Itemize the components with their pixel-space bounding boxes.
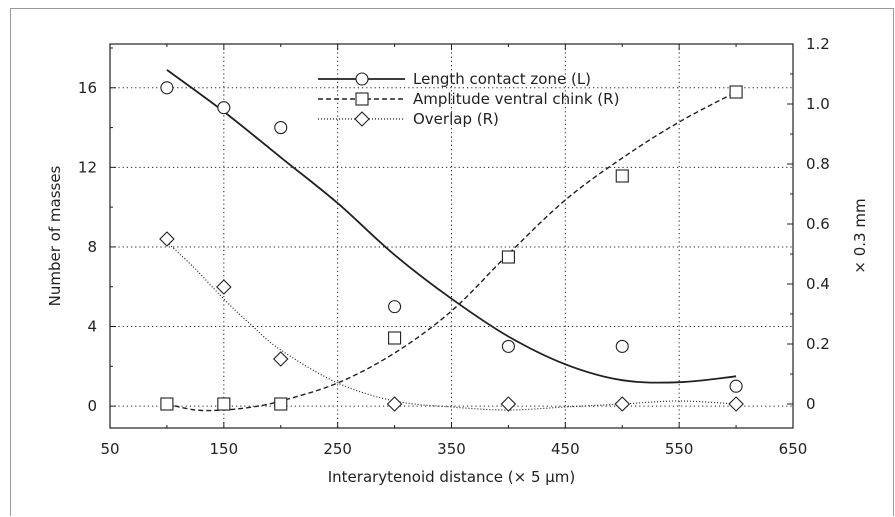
y-left-tick-label: 0 [87, 397, 97, 415]
y-right-tick-label: 1.2 [806, 35, 830, 53]
data-point-diamond [728, 396, 744, 412]
data-point-diamond [159, 231, 175, 247]
x-tick-label: 450 [551, 440, 580, 458]
x-tick-label: 350 [437, 440, 466, 458]
data-point-circle [615, 339, 629, 353]
y-right-tick-label: 0 [806, 395, 816, 413]
x-tick-label: 50 [100, 440, 119, 458]
y-right-tick-label: 0.6 [806, 215, 830, 233]
legend: Length contact zone (L) Amplitude ventral… [318, 70, 619, 128]
data-point-square [160, 397, 174, 411]
ticks [109, 43, 794, 428]
x-tick-label: 550 [665, 440, 694, 458]
tick-labels: 50 150 250 350 450 550 650 0 4 8 12 16 0 0.2 0.4 0.6 0.8… [78, 35, 830, 458]
data-point-square [388, 331, 402, 345]
markers [159, 81, 744, 412]
y-left-tick-label: 16 [78, 79, 97, 97]
legend-entry: Overlap (R) [413, 110, 499, 128]
data-point-diamond [216, 279, 232, 295]
data-point-square [501, 250, 515, 264]
y-left-tick-label: 8 [87, 238, 97, 256]
y-right-tick-label: 0.2 [806, 335, 830, 353]
fit-line-circle [166, 69, 737, 384]
data-point-square [615, 169, 629, 183]
fit-line-square [166, 91, 737, 412]
legend-entry: Amplitude ventral chink (R) [413, 90, 619, 108]
legend-marker-square [355, 92, 369, 106]
y-right-tick-label: 1.0 [806, 95, 830, 113]
data-point-circle [501, 339, 515, 353]
legend-marker-diamond [354, 111, 370, 127]
x-tick-label: 150 [210, 440, 239, 458]
figure-frame [10, 8, 894, 516]
legend-marker-circle [355, 72, 369, 86]
data-point-circle [729, 379, 743, 393]
data-point-diamond [272, 351, 289, 367]
data-point-square [274, 397, 288, 411]
x-tick-label: 650 [779, 440, 808, 458]
y-right-tick-label: 0.8 [806, 155, 830, 173]
data-point-square [217, 397, 231, 411]
data-point-diamond [614, 396, 631, 412]
x-tick-label: 250 [323, 440, 352, 458]
y-left-tick-label: 4 [87, 318, 97, 336]
data-point-circle [160, 81, 174, 95]
data-point-circle [217, 101, 231, 115]
data-point-square [729, 85, 743, 99]
data-point-diamond [500, 396, 517, 412]
legend-entry: Length contact zone (L) [413, 70, 591, 88]
data-point-circle [274, 121, 288, 135]
data-point-diamond [386, 396, 403, 412]
x-axis-label: Interarytenoid distance (× 5 µm) [328, 468, 576, 486]
data-point-circle [388, 300, 402, 314]
y-axis-left-label: Number of masses [46, 165, 64, 306]
y-axis-right-label: × 0.3 mm [851, 198, 869, 273]
y-right-tick-label: 0.4 [806, 275, 830, 293]
y-left-tick-label: 12 [78, 158, 97, 176]
